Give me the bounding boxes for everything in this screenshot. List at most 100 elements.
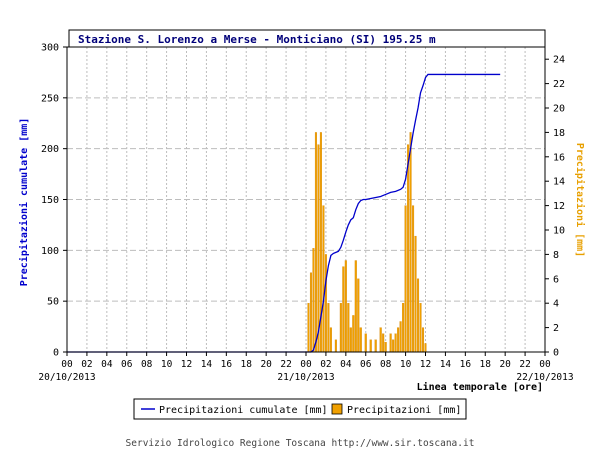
precipitation-bar [394, 333, 397, 353]
x-tick-label: 04 [340, 359, 352, 370]
y-left-tick-label: 300 [41, 43, 59, 54]
date-label: 20/10/2013 [38, 372, 95, 383]
precipitation-bar [382, 333, 385, 353]
y-right-tick-label: 2 [553, 323, 559, 334]
y-right-tick-label: 12 [553, 201, 565, 212]
precipitation-bar [352, 315, 355, 353]
y-left-tick-label: 0 [53, 348, 59, 359]
legend: Precipitazioni cumulate [mm] Precipitazi… [133, 398, 467, 420]
precipitation-bar [409, 132, 412, 353]
x-tick-label: 18 [241, 359, 253, 370]
precipitation-bar [404, 205, 407, 353]
x-tick-label: 20 [260, 359, 272, 370]
precipitation-bar [314, 132, 317, 353]
x-tick-label: 20 [499, 359, 511, 370]
x-tick-label: 14 [440, 359, 452, 370]
precipitation-bar [421, 327, 425, 353]
y-right-tick-label: 24 [553, 55, 565, 66]
footer-credit: Servizio Idrologico Regione Toscana http… [126, 438, 475, 449]
y-right-tick-label: 10 [553, 226, 565, 237]
precipitation-bar [392, 339, 395, 353]
y-right-tick-label: 0 [553, 348, 559, 359]
x-tick-label: 00 [539, 359, 551, 370]
legend-bar-swatch [331, 403, 343, 415]
x-tick-label: 00 [300, 359, 312, 370]
x-axis-label: Linea temporale [ore] [417, 381, 543, 393]
precipitation-bar [402, 303, 405, 353]
precipitation-bar [414, 235, 417, 353]
y-right-tick-label: 16 [553, 152, 565, 163]
precipitation-bar [312, 248, 315, 353]
precipitation-bar [424, 343, 427, 353]
title-box [68, 29, 546, 48]
y-right-tick-label: 6 [553, 274, 559, 285]
precipitation-bar [322, 205, 325, 353]
precipitation-bar [349, 327, 352, 353]
precipitation-bar [334, 339, 337, 353]
precipitation-bar [419, 303, 422, 353]
precipitation-bar [369, 339, 372, 353]
precipitation-bar [389, 333, 392, 353]
cumulative-line [67, 73, 501, 353]
x-tick-label: 14 [201, 359, 213, 370]
cumulative-line-layer [67, 73, 501, 353]
y-right-tick-label: 4 [553, 299, 559, 310]
precipitation-bar [357, 278, 360, 353]
y-left-tick-label: 50 [47, 297, 59, 308]
precipitation-bar [339, 303, 342, 353]
precipitation-bar [364, 333, 367, 353]
chart-title: Stazione S. Lorenzo a Merse - Monticiano… [78, 33, 436, 46]
axes: 00 02 04 06 08 10 12 14 16 18 20 22 00 02 04 06 08 10 12 14… [38, 43, 573, 384]
precipitation-bar [407, 144, 410, 353]
legend-box [133, 398, 467, 420]
y-left-tick-label: 200 [41, 144, 59, 155]
y-axis-right-label: Precipitazioni [mm] [574, 143, 586, 257]
x-tick-label: 16 [460, 359, 472, 370]
x-tick-label: 18 [480, 359, 492, 370]
precipitation-bar [417, 278, 420, 353]
x-tick-label: 08 [141, 359, 153, 370]
precipitation-bar [354, 260, 357, 353]
x-tick-label: 10 [400, 359, 412, 370]
x-tick-label: 02 [81, 359, 92, 370]
y-right-tick-label: 18 [553, 128, 565, 139]
grid-lines [67, 47, 545, 352]
precipitation-bar [359, 327, 362, 353]
y-left-tick-label: 250 [41, 93, 59, 104]
precipitation-bar [399, 321, 402, 353]
y-right-tick-label: 14 [553, 177, 565, 188]
precipitation-bar [374, 339, 377, 353]
x-tick-label: 00 [61, 359, 73, 370]
x-tick-label: 12 [420, 359, 431, 370]
x-tick-label: 08 [380, 359, 392, 370]
x-tick-label: 06 [121, 359, 133, 370]
legend-label-precipitation: Precipitazioni [mm] [347, 405, 461, 416]
precipitation-bar [342, 266, 345, 353]
x-tick-label: 04 [101, 359, 113, 370]
x-tick-label: 22 [519, 359, 530, 370]
x-tick-label: 06 [360, 359, 372, 370]
precipitation-bar [384, 342, 387, 353]
precipitation-bar [317, 144, 320, 353]
precipitation-bar [397, 327, 400, 353]
date-label: 21/10/2013 [277, 372, 334, 383]
date-label: 22/10/2013 [516, 372, 573, 383]
precipitation-bar [344, 260, 347, 353]
precipitation-bar [324, 254, 327, 353]
y-left-tick-label: 150 [41, 195, 59, 206]
x-tick-label: 10 [161, 359, 173, 370]
y-right-tick-label: 8 [553, 250, 559, 261]
precipitation-bar [379, 327, 382, 353]
y-right-tick-label: 20 [553, 104, 565, 115]
precipitation-bars [307, 132, 427, 353]
y-left-tick-label: 100 [41, 246, 59, 257]
precipitation-bar [347, 303, 350, 353]
precipitation-bar [307, 303, 310, 353]
x-tick-label: 12 [181, 359, 192, 370]
x-tick-label: 16 [221, 359, 233, 370]
y-right-tick-label: 22 [553, 79, 565, 90]
precipitation-bar [309, 272, 313, 353]
legend-label-cumulative: Precipitazioni cumulate [mm] [159, 405, 328, 416]
